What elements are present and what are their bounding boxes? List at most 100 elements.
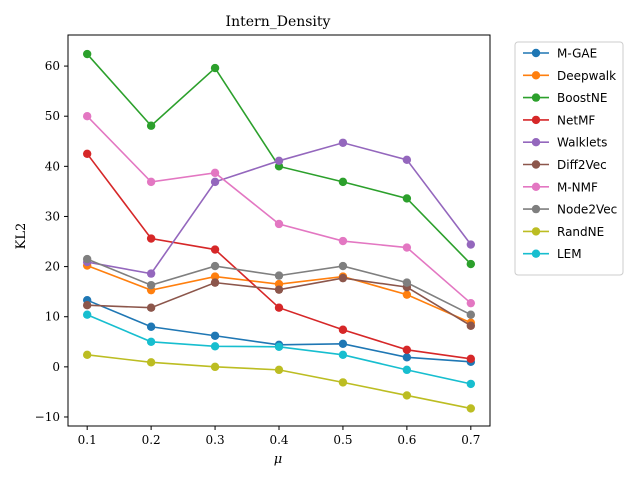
legend-swatch-marker <box>531 160 541 169</box>
data-point-m-gae <box>210 331 220 340</box>
data-point-deepwalk <box>402 290 412 299</box>
data-point-m-nmf <box>402 243 412 252</box>
data-point-randne <box>274 365 284 375</box>
data-point-node2vec <box>274 271 284 280</box>
data-point-netmf <box>402 345 412 355</box>
legend-swatch-marker <box>531 138 541 147</box>
data-point-boostne <box>210 63 220 73</box>
y-tick-label: 50 <box>45 109 60 123</box>
y-tick-label: 30 <box>45 209 60 223</box>
x-tick-label: 0.2 <box>142 433 161 447</box>
legend-swatch-marker <box>531 115 541 125</box>
data-point-node2vec <box>82 254 92 264</box>
legend-swatch-marker <box>531 48 541 58</box>
legend-entry-label: RandNE <box>557 225 604 239</box>
data-point-boostne <box>402 194 412 203</box>
legend-entry-label: Node2Vec <box>557 203 617 217</box>
data-point-walklets <box>338 138 348 147</box>
data-point-walklets <box>274 156 284 166</box>
x-tick-label: 0.6 <box>397 433 416 447</box>
legend-swatch-marker <box>531 249 541 258</box>
data-point-walklets <box>466 240 476 249</box>
data-point-walklets <box>402 155 412 165</box>
x-tick-label: 0.7 <box>461 433 480 447</box>
data-point-walklets <box>210 177 220 187</box>
legend-box <box>514 41 624 276</box>
legend-entry-label: Deepwalk <box>557 69 616 83</box>
data-point-netmf <box>82 149 92 159</box>
data-point-node2vec <box>466 310 476 319</box>
legend-entry-label: Walklets <box>557 136 607 150</box>
y-tick-label: −10 <box>35 410 60 424</box>
data-point-randne <box>402 391 412 400</box>
data-point-m-gae <box>402 353 412 362</box>
x-tick-label: 0.5 <box>333 433 352 447</box>
data-point-boostne <box>338 177 348 187</box>
data-point-deepwalk <box>210 272 220 281</box>
data-point-diff2vec <box>466 321 476 330</box>
data-point-netmf <box>466 354 476 364</box>
data-point-diff2vec <box>274 285 284 294</box>
data-point-randne <box>82 350 92 360</box>
data-point-m-nmf <box>466 298 476 308</box>
y-axis-label: KL2 <box>14 223 29 250</box>
data-point-m-nmf <box>338 236 348 246</box>
legend-entry-label: LEM <box>557 247 582 261</box>
data-point-node2vec <box>146 280 156 290</box>
data-point-diff2vec <box>82 300 92 310</box>
y-tick-label: 20 <box>45 260 60 274</box>
data-point-lem <box>210 342 220 351</box>
y-tick-label: 0 <box>52 360 60 374</box>
y-tick-label: 40 <box>45 159 60 173</box>
legend-entry-label: M-NMF <box>557 180 598 194</box>
data-point-m-nmf <box>274 219 284 229</box>
series-line-netmf <box>86 153 471 360</box>
data-point-m-nmf <box>146 177 156 187</box>
data-point-diff2vec <box>338 273 348 283</box>
data-point-node2vec <box>338 261 348 271</box>
legend-entry-label: M-GAE <box>557 47 597 61</box>
data-point-lem <box>466 379 476 389</box>
chart-title: Intern_Density <box>226 14 331 30</box>
x-tick-label: 0.4 <box>269 433 288 447</box>
data-point-randne <box>338 378 348 387</box>
legend-entry-label: Diff2Vec <box>557 158 607 172</box>
data-point-randne <box>146 358 156 367</box>
data-point-diff2vec <box>146 303 156 312</box>
plot-area: 0.1 0.2 0.3 0.4 0.5 0.6 0.7 −10 0 10 20 30 40 50 60 <box>35 34 491 447</box>
data-point-lem <box>402 365 412 375</box>
data-point-m-nmf <box>210 168 220 178</box>
data-point-node2vec <box>210 261 220 271</box>
legend-entry-label: NetMF <box>557 113 595 127</box>
y-tick-label: 10 <box>45 310 60 324</box>
data-point-node2vec <box>402 278 412 287</box>
data-point-lem <box>82 310 92 319</box>
data-point-lem <box>146 337 156 346</box>
legend-swatch-marker <box>531 227 541 236</box>
data-point-boostne <box>82 49 92 59</box>
x-axis-label: μ <box>274 452 282 467</box>
data-point-diff2vec <box>210 278 220 287</box>
legend: M-GAE Deepwalk BoostNE NetMF Walklets Diff2Ve… <box>514 41 624 276</box>
legend-swatch-marker <box>531 182 541 191</box>
y-tick-label: 60 <box>45 59 60 73</box>
data-point-boostne <box>466 259 476 269</box>
legend-entry-label: BoostNE <box>557 91 607 105</box>
data-point-randne <box>210 362 220 372</box>
series-line-randne <box>87 354 471 410</box>
x-tick-label: 0.3 <box>206 433 225 447</box>
legend-swatch-marker <box>531 204 541 214</box>
data-point-walklets <box>146 269 156 278</box>
data-point-randne <box>466 404 476 413</box>
data-point-m-gae <box>338 339 348 348</box>
data-point-netmf <box>274 303 284 312</box>
data-point-m-nmf <box>82 112 92 121</box>
x-tick-label: 0.1 <box>78 433 97 447</box>
data-point-netmf <box>338 325 348 334</box>
legend-swatch-marker <box>531 71 541 80</box>
data-point-netmf <box>146 234 156 243</box>
data-point-netmf <box>210 245 220 254</box>
data-point-lem <box>338 350 348 360</box>
data-point-lem <box>274 342 284 351</box>
